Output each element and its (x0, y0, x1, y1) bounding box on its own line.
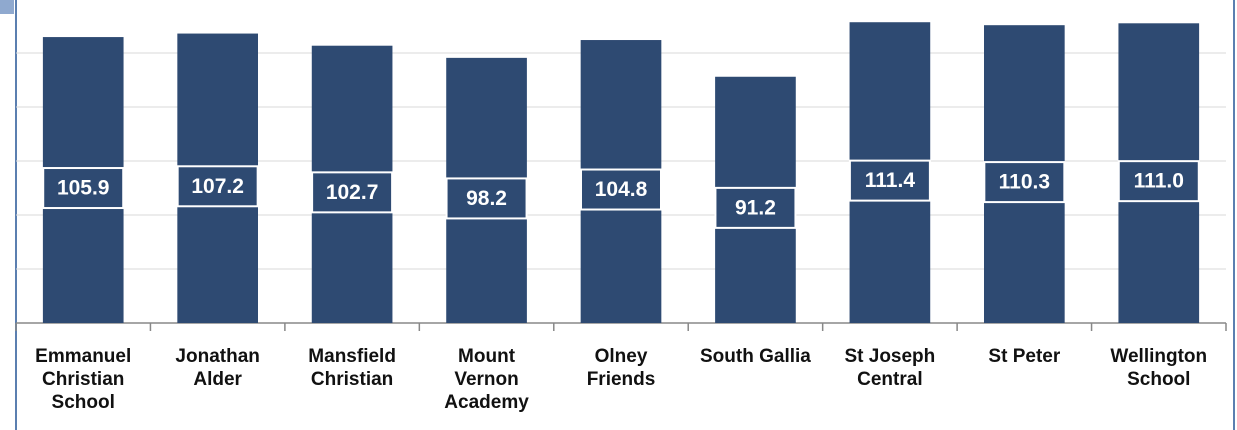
value-label-box (311, 171, 394, 214)
x-tick-label: Mount Vernon Academy (444, 346, 529, 413)
value-label-box (176, 165, 259, 208)
value-label-box (445, 177, 528, 220)
x-tick-label: Wellington School (1110, 346, 1208, 390)
x-tick-label: St Joseph Central (844, 346, 936, 390)
x-tick-label: Jonathan Alder (175, 346, 260, 390)
x-tick-label: South Gallia (700, 346, 811, 367)
value-label: 110.3 (999, 171, 1050, 194)
value-label: 102.7 (326, 181, 379, 204)
value-label-box (580, 168, 662, 211)
corner-widget (0, 0, 14, 14)
value-label-box (42, 167, 125, 210)
value-label-box (714, 186, 797, 229)
value-label: 98.2 (466, 187, 507, 210)
x-tick-label: Mansfield Christian (308, 346, 396, 390)
x-tick-label: Emmanuel Christian School (35, 346, 132, 413)
value-label: 104.8 (595, 178, 648, 201)
x-tick-label: St Peter (988, 346, 1061, 367)
value-label: 111.0 (1134, 170, 1184, 193)
value-label-box (1117, 160, 1200, 203)
x-tick-label: Olney Friends (586, 346, 656, 390)
value-label-box (848, 159, 931, 202)
value-label: 91.2 (735, 196, 776, 219)
value-label: 111.4 (865, 169, 916, 192)
value-label-box (983, 161, 1066, 204)
value-label: 105.9 (57, 177, 110, 200)
value-label: 107.2 (191, 175, 244, 198)
